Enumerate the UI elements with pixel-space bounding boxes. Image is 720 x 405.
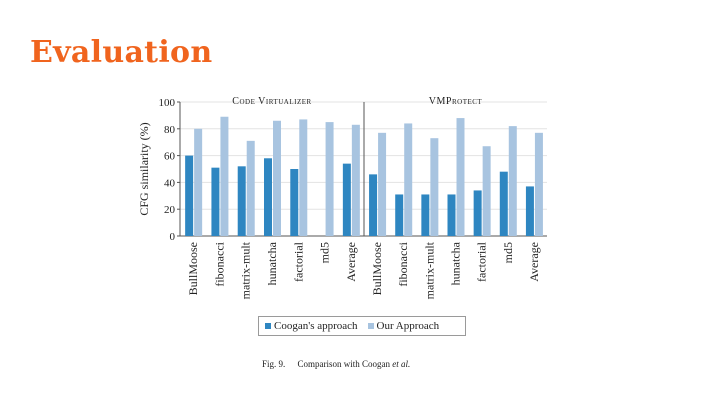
slide-title: Evaluation <box>30 35 213 70</box>
x-tick-label: matrix-mult <box>422 241 436 299</box>
y-tick-label: 100 <box>159 97 176 109</box>
bar <box>246 140 255 236</box>
figure: 0 20 40 60 80 100 CFG similarity (%) Code Virtu… <box>136 92 556 392</box>
bar <box>534 132 543 236</box>
y-tick-label: 40 <box>164 177 176 189</box>
x-tick-label: hunatcha <box>449 241 463 285</box>
x-tick-label: md5 <box>501 242 515 263</box>
panel-title: VMProtect <box>429 96 483 107</box>
bar <box>273 120 281 236</box>
y-axis-label: CFG similarity (%) <box>137 122 151 215</box>
x-tick-label: matrix-mult <box>239 241 253 299</box>
legend-label-coogan: Coogan's approach <box>274 320 358 332</box>
bar-chart: 0 20 40 60 80 100 CFG similarity (%) Code Virtu… <box>137 96 547 299</box>
y-tick-label: 60 <box>164 151 176 163</box>
figure-caption: Fig. 9. Comparison with Coogan et al. <box>262 359 410 369</box>
bar <box>220 116 229 236</box>
bar <box>237 166 246 236</box>
bar <box>378 132 387 236</box>
x-tick-label: BullMoose <box>370 242 384 295</box>
bar <box>395 194 404 236</box>
caption-text: Comparison with Coogan <box>297 359 391 369</box>
x-tick-label: fibonacci <box>396 241 410 286</box>
x-tick-label: md5 <box>318 242 332 263</box>
bar <box>508 126 517 236</box>
bar <box>211 167 220 236</box>
y-tick-label: 80 <box>164 124 176 136</box>
bar <box>404 123 413 236</box>
panel-title: Code Virtualizer <box>232 96 311 107</box>
x-tick-label: Average <box>344 242 358 282</box>
bar <box>369 174 378 236</box>
bar <box>185 155 194 236</box>
legend-swatch-coogan <box>265 323 271 329</box>
caption-et-al: et al. <box>392 359 411 369</box>
bar <box>430 138 439 236</box>
x-tick-label: hunatcha <box>265 241 279 285</box>
legend-item-ours: Our Approach <box>367 320 440 332</box>
bar <box>482 146 491 236</box>
bar <box>525 186 534 236</box>
x-tick-label: factorial <box>291 241 305 282</box>
x-tick-label: BullMoose <box>186 242 200 295</box>
legend-item-coogan: Coogan's approach <box>265 320 358 332</box>
bar <box>456 118 465 236</box>
bar <box>351 124 360 236</box>
x-tick-label: Average <box>527 242 541 282</box>
bar <box>473 190 482 236</box>
bar <box>499 171 508 236</box>
bar <box>299 119 308 236</box>
bar <box>290 169 299 236</box>
x-tick-label: fibonacci <box>212 241 226 286</box>
legend-swatch-ours <box>367 323 374 329</box>
legend-label-ours: Our Approach <box>376 320 440 332</box>
y-tick-label: 0 <box>170 231 176 243</box>
bar <box>342 163 351 236</box>
bar <box>194 128 203 236</box>
y-tick-label: 20 <box>164 204 176 216</box>
caption-label: Fig. 9. <box>262 359 286 369</box>
bar <box>264 158 272 236</box>
legend: Coogan's approach Our Approach <box>258 316 466 336</box>
bar <box>325 122 334 236</box>
x-tick-label: factorial <box>475 241 489 282</box>
bar <box>421 194 430 236</box>
bar <box>447 194 456 236</box>
